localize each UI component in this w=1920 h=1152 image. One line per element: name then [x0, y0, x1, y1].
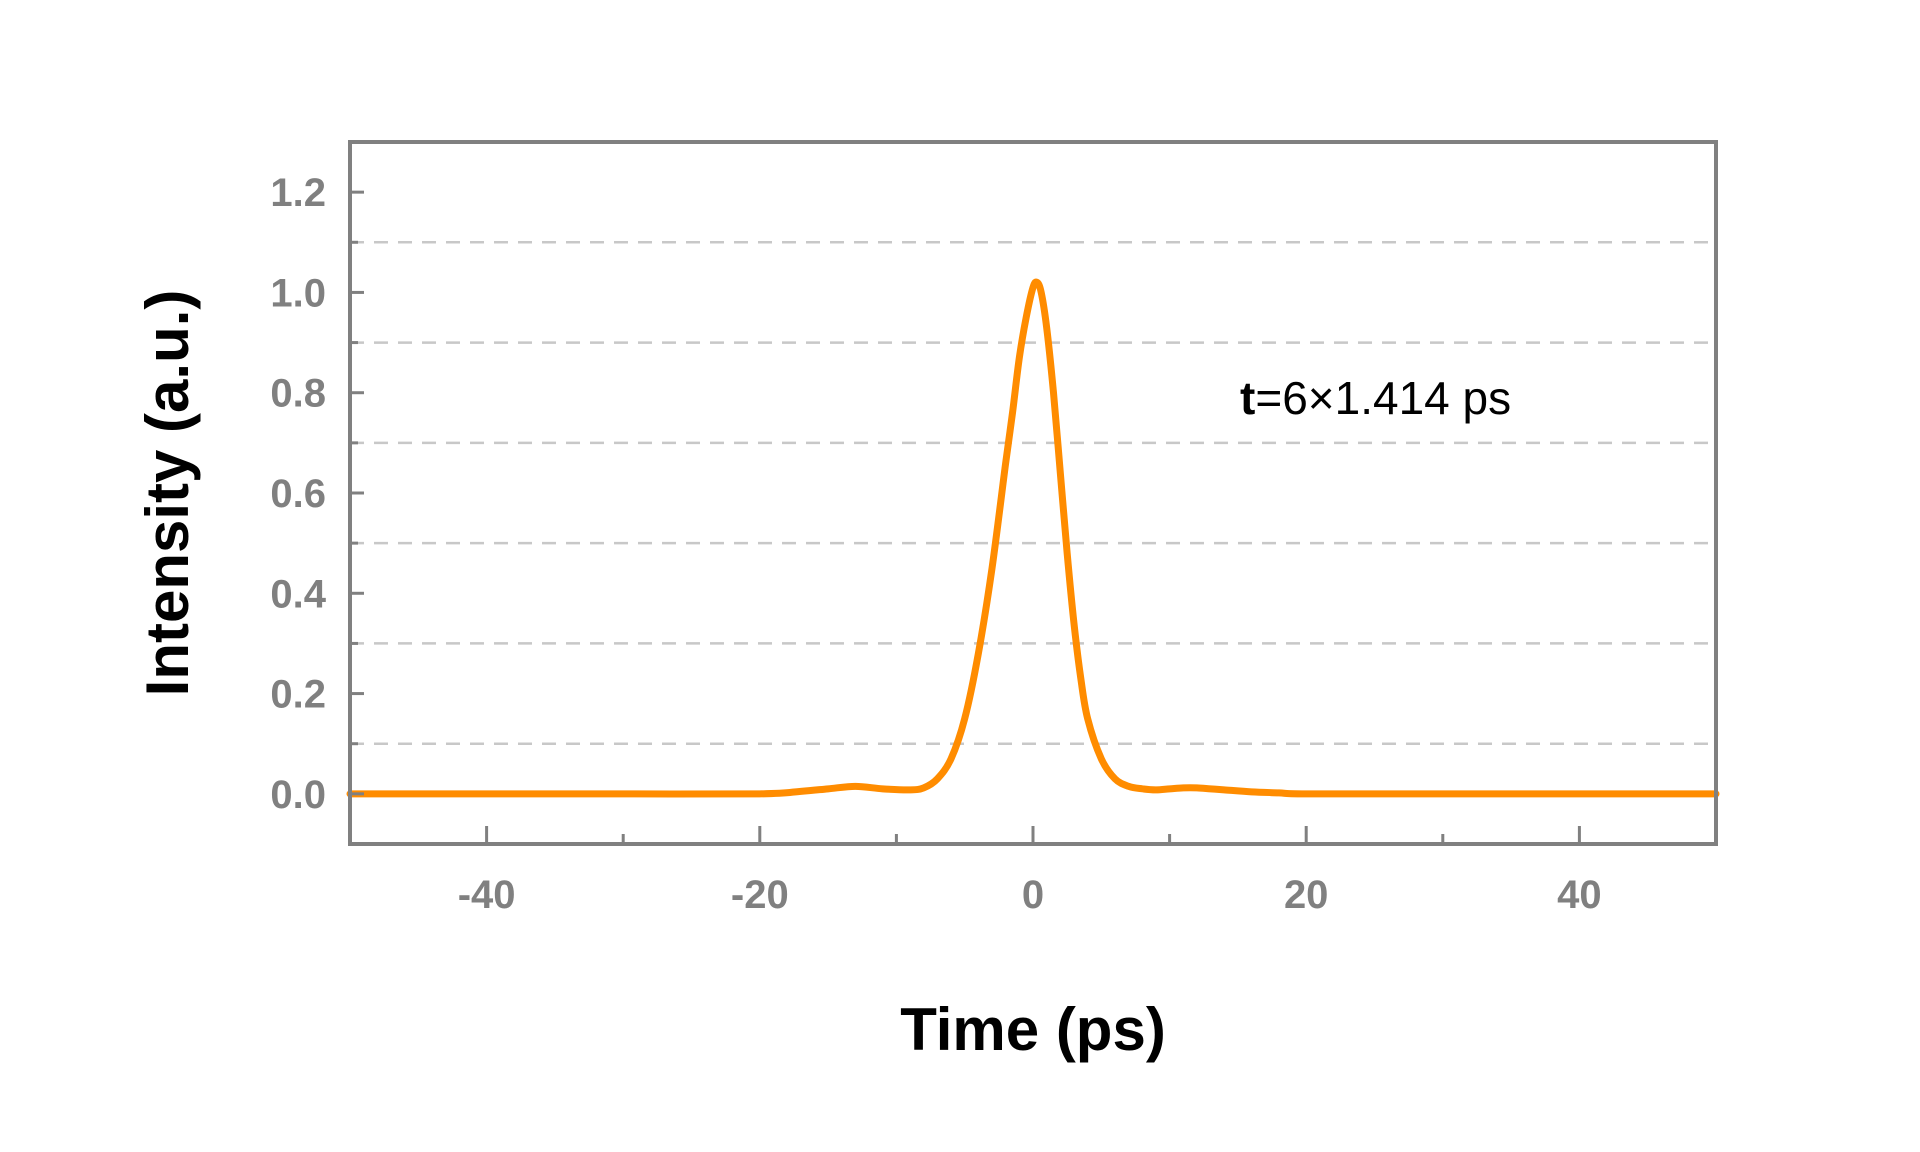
intensity-line — [346, 278, 1720, 798]
tick-labels: 0.0 0.2 0.4 0.6 0.8 1.0 1.2 -40 -20 0 20 40 — [270, 171, 1601, 917]
y-tick-label: 0.4 — [270, 572, 326, 616]
x-tick-label: 40 — [1557, 873, 1602, 917]
y-tick-label: 1.0 — [270, 271, 326, 315]
annotation-text: =6×1.414 ps — [1255, 372, 1511, 424]
x-tick-label: 0 — [1022, 873, 1044, 917]
axis-ticks — [350, 190, 1581, 844]
annotation-symbol: t — [1240, 372, 1255, 424]
y-tick-label: 1.2 — [270, 171, 326, 215]
y-tick-label: 0.6 — [270, 472, 326, 516]
grid-lines — [350, 241, 1716, 745]
y-tick-label: 0.8 — [270, 372, 326, 416]
x-tick-label: -20 — [731, 873, 789, 917]
x-tick-label: -40 — [458, 873, 516, 917]
x-tick-label: 20 — [1284, 873, 1329, 917]
y-axis-title: Intensity (a.u.) — [134, 290, 201, 697]
x-axis-title: Time (ps) — [900, 996, 1166, 1063]
plot-frame — [348, 140, 1718, 846]
pulse-width-annotation: t=6×1.414 ps — [1240, 372, 1511, 424]
y-tick-label: 0.0 — [270, 773, 326, 817]
y-tick-label: 0.2 — [270, 673, 326, 717]
series-layer — [346, 278, 1720, 798]
